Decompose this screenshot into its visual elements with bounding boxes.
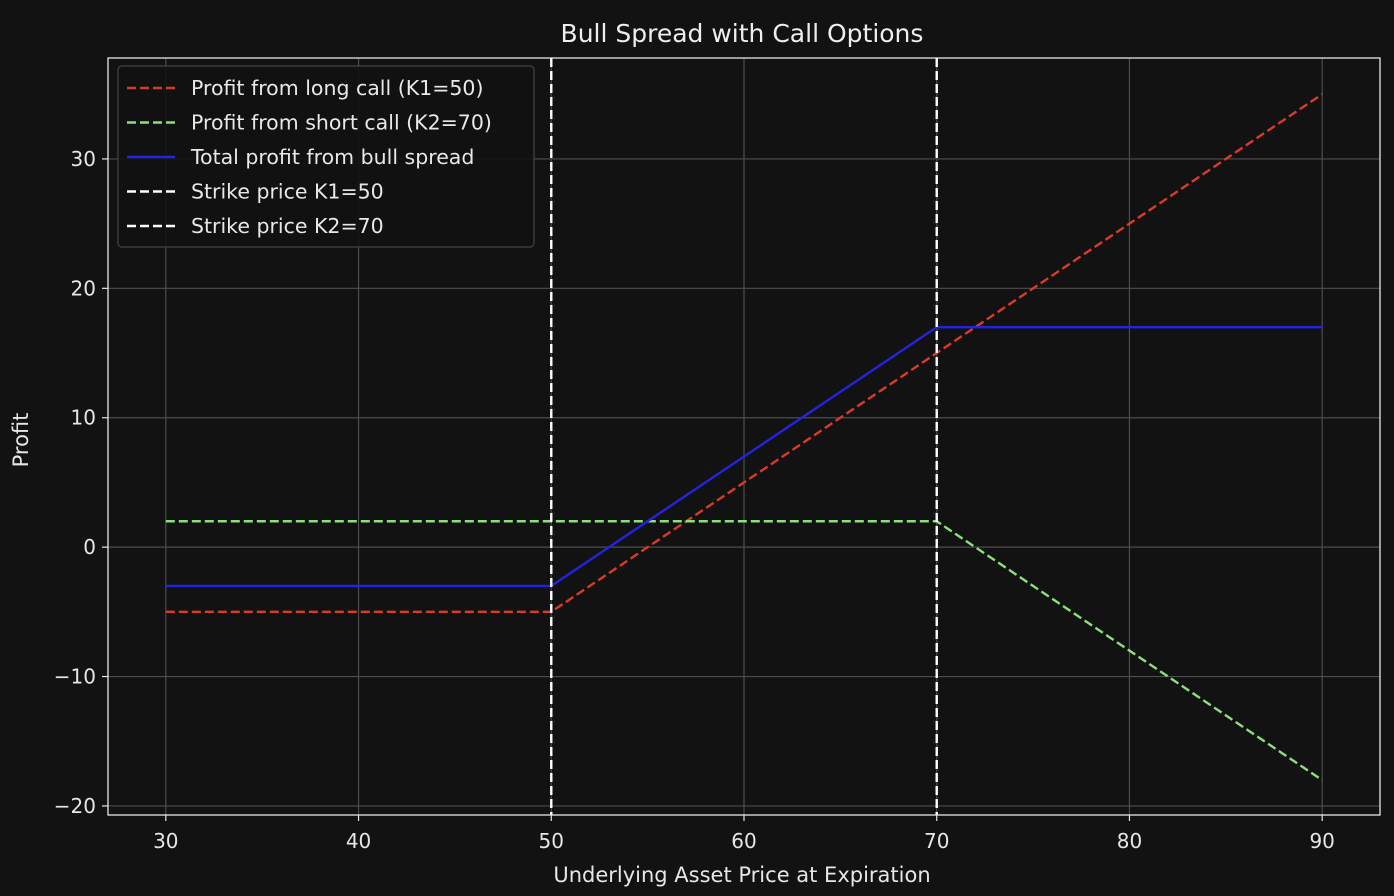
x-tick-label: 70 xyxy=(924,829,949,853)
x-tick-label: 50 xyxy=(539,829,564,853)
y-tick-label: 0 xyxy=(83,535,96,559)
legend-label: Profit from short call (K2=70) xyxy=(191,111,492,135)
y-axis-label: Profit xyxy=(9,413,33,468)
x-tick-label: 80 xyxy=(1117,829,1142,853)
y-tick-label: 20 xyxy=(71,276,96,300)
legend-label: Strike price K1=50 xyxy=(191,180,384,204)
y-tick-label: −10 xyxy=(54,665,96,689)
y-tick-label: 10 xyxy=(71,406,96,430)
x-tick-label: 60 xyxy=(731,829,756,853)
legend-label: Total profit from bull spread xyxy=(190,145,474,169)
chart-title: Bull Spread with Call Options xyxy=(561,19,924,48)
series-line-3 xyxy=(165,325,1323,588)
legend: Profit from long call (K1=50) Profit from… xyxy=(117,65,535,248)
x-axis-label: Underlying Asset Price at Expiration xyxy=(553,863,930,887)
legend-label: Strike price K2=70 xyxy=(191,214,384,238)
x-tick-label: 40 xyxy=(346,829,371,853)
legend-box xyxy=(117,65,535,248)
x-tick-label: 30 xyxy=(153,829,178,853)
axis-ticks: 30 40 50 60 70 80 90 −20 −10 0 10 20 30 xyxy=(54,147,1335,853)
legend-label: Profit from long call (K1=50) xyxy=(191,76,483,100)
y-tick-label: 30 xyxy=(71,147,96,171)
x-tick-label: 90 xyxy=(1309,829,1334,853)
plot-area xyxy=(165,58,1323,815)
y-tick-label: −20 xyxy=(54,794,96,818)
